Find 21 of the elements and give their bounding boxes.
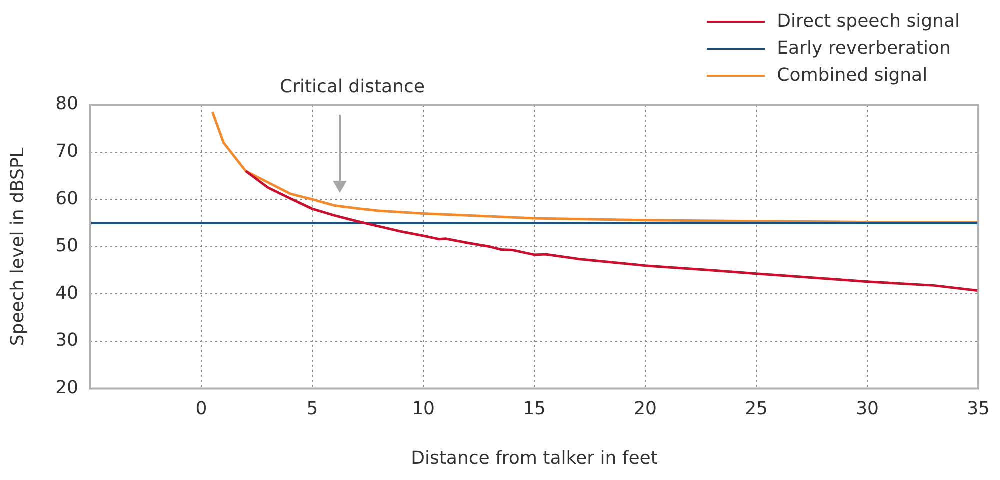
x-tick-label: 30 bbox=[856, 398, 879, 420]
y-tick-label: 80 bbox=[56, 94, 79, 115]
y-tick-label: 60 bbox=[56, 188, 79, 210]
y-axis-title: Speech level in dBSPL bbox=[7, 148, 28, 346]
y-tick-label: 70 bbox=[56, 140, 79, 162]
x-tick-label: 5 bbox=[306, 398, 318, 420]
y-tick-label: 30 bbox=[56, 330, 79, 352]
legend-label: Direct speech signal bbox=[777, 11, 960, 32]
x-tick-label: 10 bbox=[412, 398, 435, 420]
x-tick-label: 35 bbox=[967, 398, 990, 420]
x-tick-label: 25 bbox=[745, 398, 768, 420]
legend-label: Combined signal bbox=[777, 65, 928, 86]
y-tick-label: 50 bbox=[56, 236, 79, 257]
x-axis-title: Distance from talker in feet bbox=[411, 448, 658, 469]
x-tick-label: 0 bbox=[196, 398, 208, 420]
x-tick-label: 15 bbox=[523, 398, 546, 420]
x-tick-label: 20 bbox=[634, 398, 657, 420]
text: Critical distance bbox=[280, 76, 425, 98]
y-tick-label: 20 bbox=[56, 377, 79, 398]
legend-label: Early reverberation bbox=[777, 38, 951, 59]
y-tick-label: 40 bbox=[56, 282, 79, 304]
